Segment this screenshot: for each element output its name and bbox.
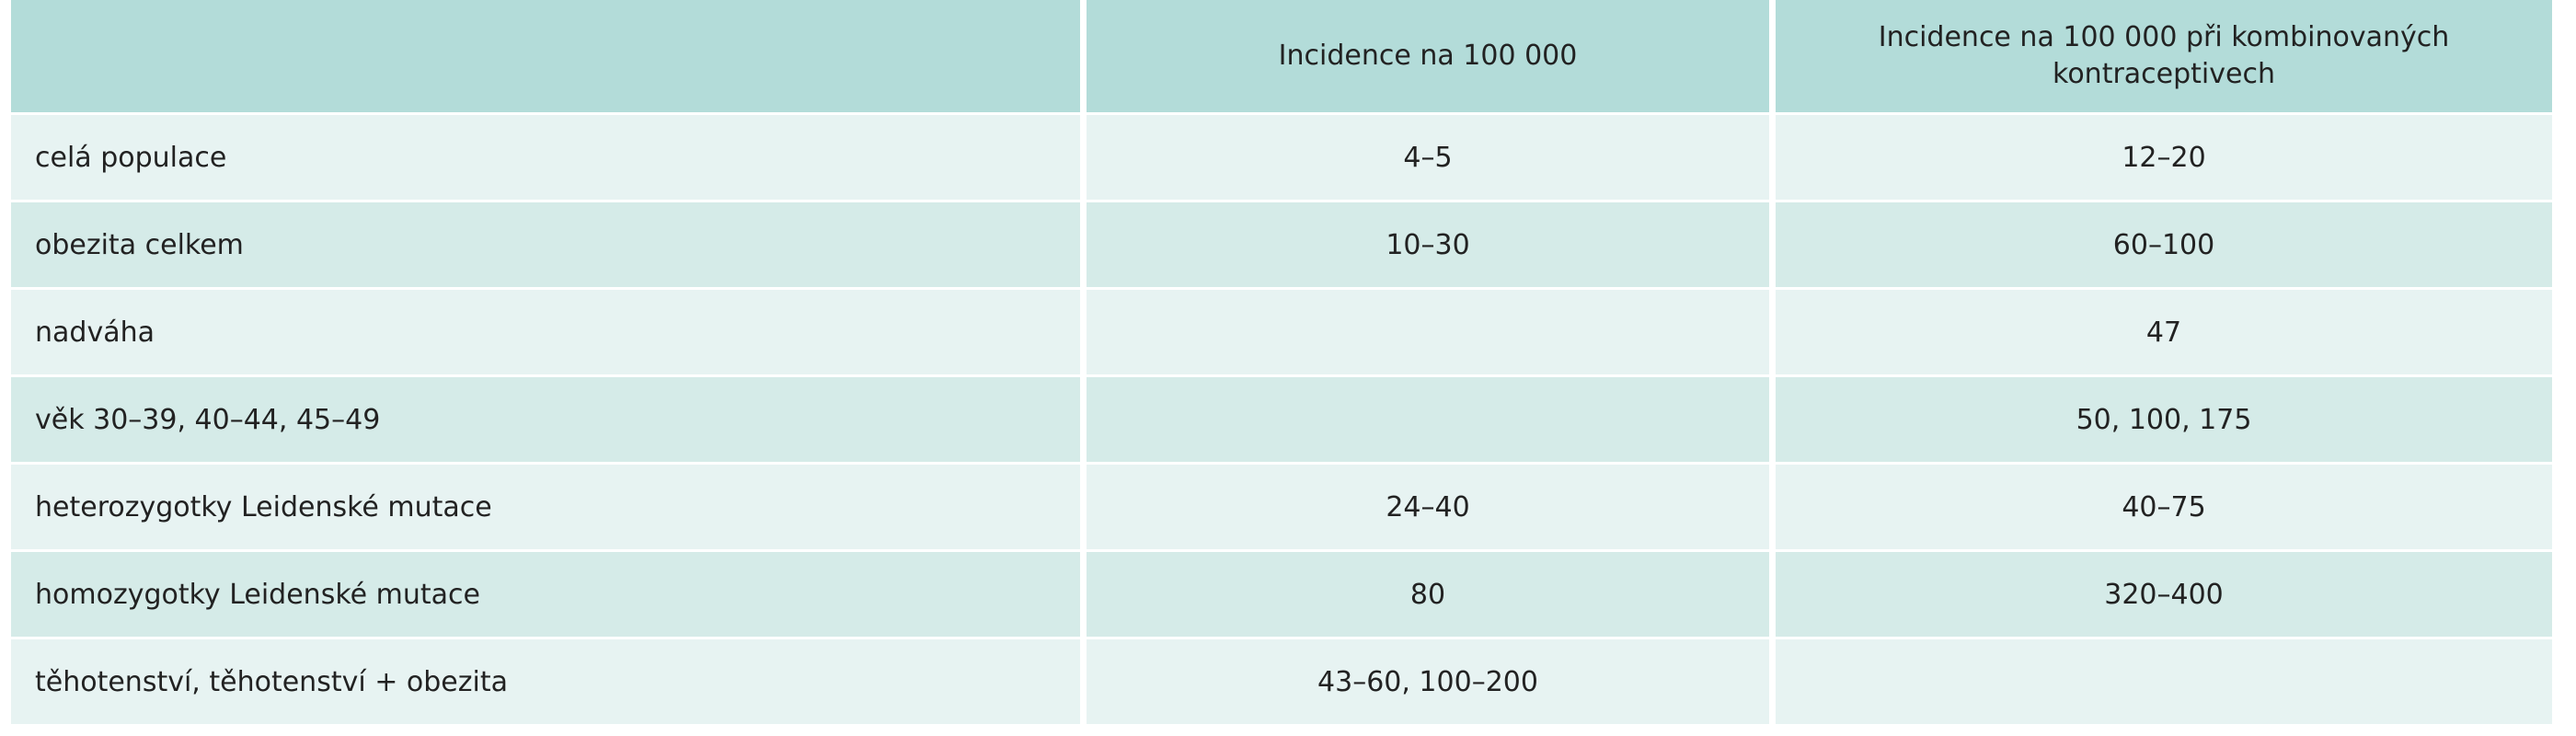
header-cell [11,0,1080,112]
row-label: celá populace [11,115,1080,200]
cell: 12–20 [1776,115,2552,200]
table-row: obezita celkem 10–30 60–100 [11,202,2552,287]
cell: 40–75 [1776,465,2552,549]
table-row: věk 30–39, 40–44, 45–49 50, 100, 175 [11,377,2552,462]
row-label: těhotenství, těhotenství + obezita [11,639,1080,724]
header-cell: Incidence na 100 000 při kombinovaných k… [1776,0,2552,112]
row-label: věk 30–39, 40–44, 45–49 [11,377,1080,462]
cell: 10–30 [1087,202,1769,287]
table-row: nadváha 47 [11,290,2552,374]
table-row: těhotenství, těhotenství + obezita 43–60,… [11,639,2552,724]
cell: 43–60, 100–200 [1087,639,1769,724]
cell: 4–5 [1087,115,1769,200]
row-label: nadváha [11,290,1080,374]
cell [1087,290,1769,374]
cell: 80 [1087,552,1769,637]
cell [1087,377,1769,462]
table-body: celá populace 4–5 12–20 obezita celkem 10–30… [11,115,2552,724]
table-row: celá populace 4–5 12–20 [11,115,2552,200]
table-row: heterozygotky Leidenské mutace 24–40 40–75 [11,465,2552,549]
row-label: obezita celkem [11,202,1080,287]
cell: 47 [1776,290,2552,374]
cell: 50, 100, 175 [1776,377,2552,462]
cell: 24–40 [1087,465,1769,549]
header-row: Incidence na 100 000 Incidence na 100 00… [11,0,2552,112]
row-label: heterozygotky Leidenské mutace [11,465,1080,549]
cell [1776,639,2552,724]
table-row: homozygotky Leidenské mutace 80 320–400 [11,552,2552,637]
cell: 60–100 [1776,202,2552,287]
header-cell: Incidence na 100 000 [1087,0,1769,112]
cell: 320–400 [1776,552,2552,637]
incidence-table: Incidence na 100 000 Incidence na 100 00… [5,0,2559,727]
table-header: Incidence na 100 000 Incidence na 100 00… [11,0,2552,112]
row-label: homozygotky Leidenské mutace [11,552,1080,637]
